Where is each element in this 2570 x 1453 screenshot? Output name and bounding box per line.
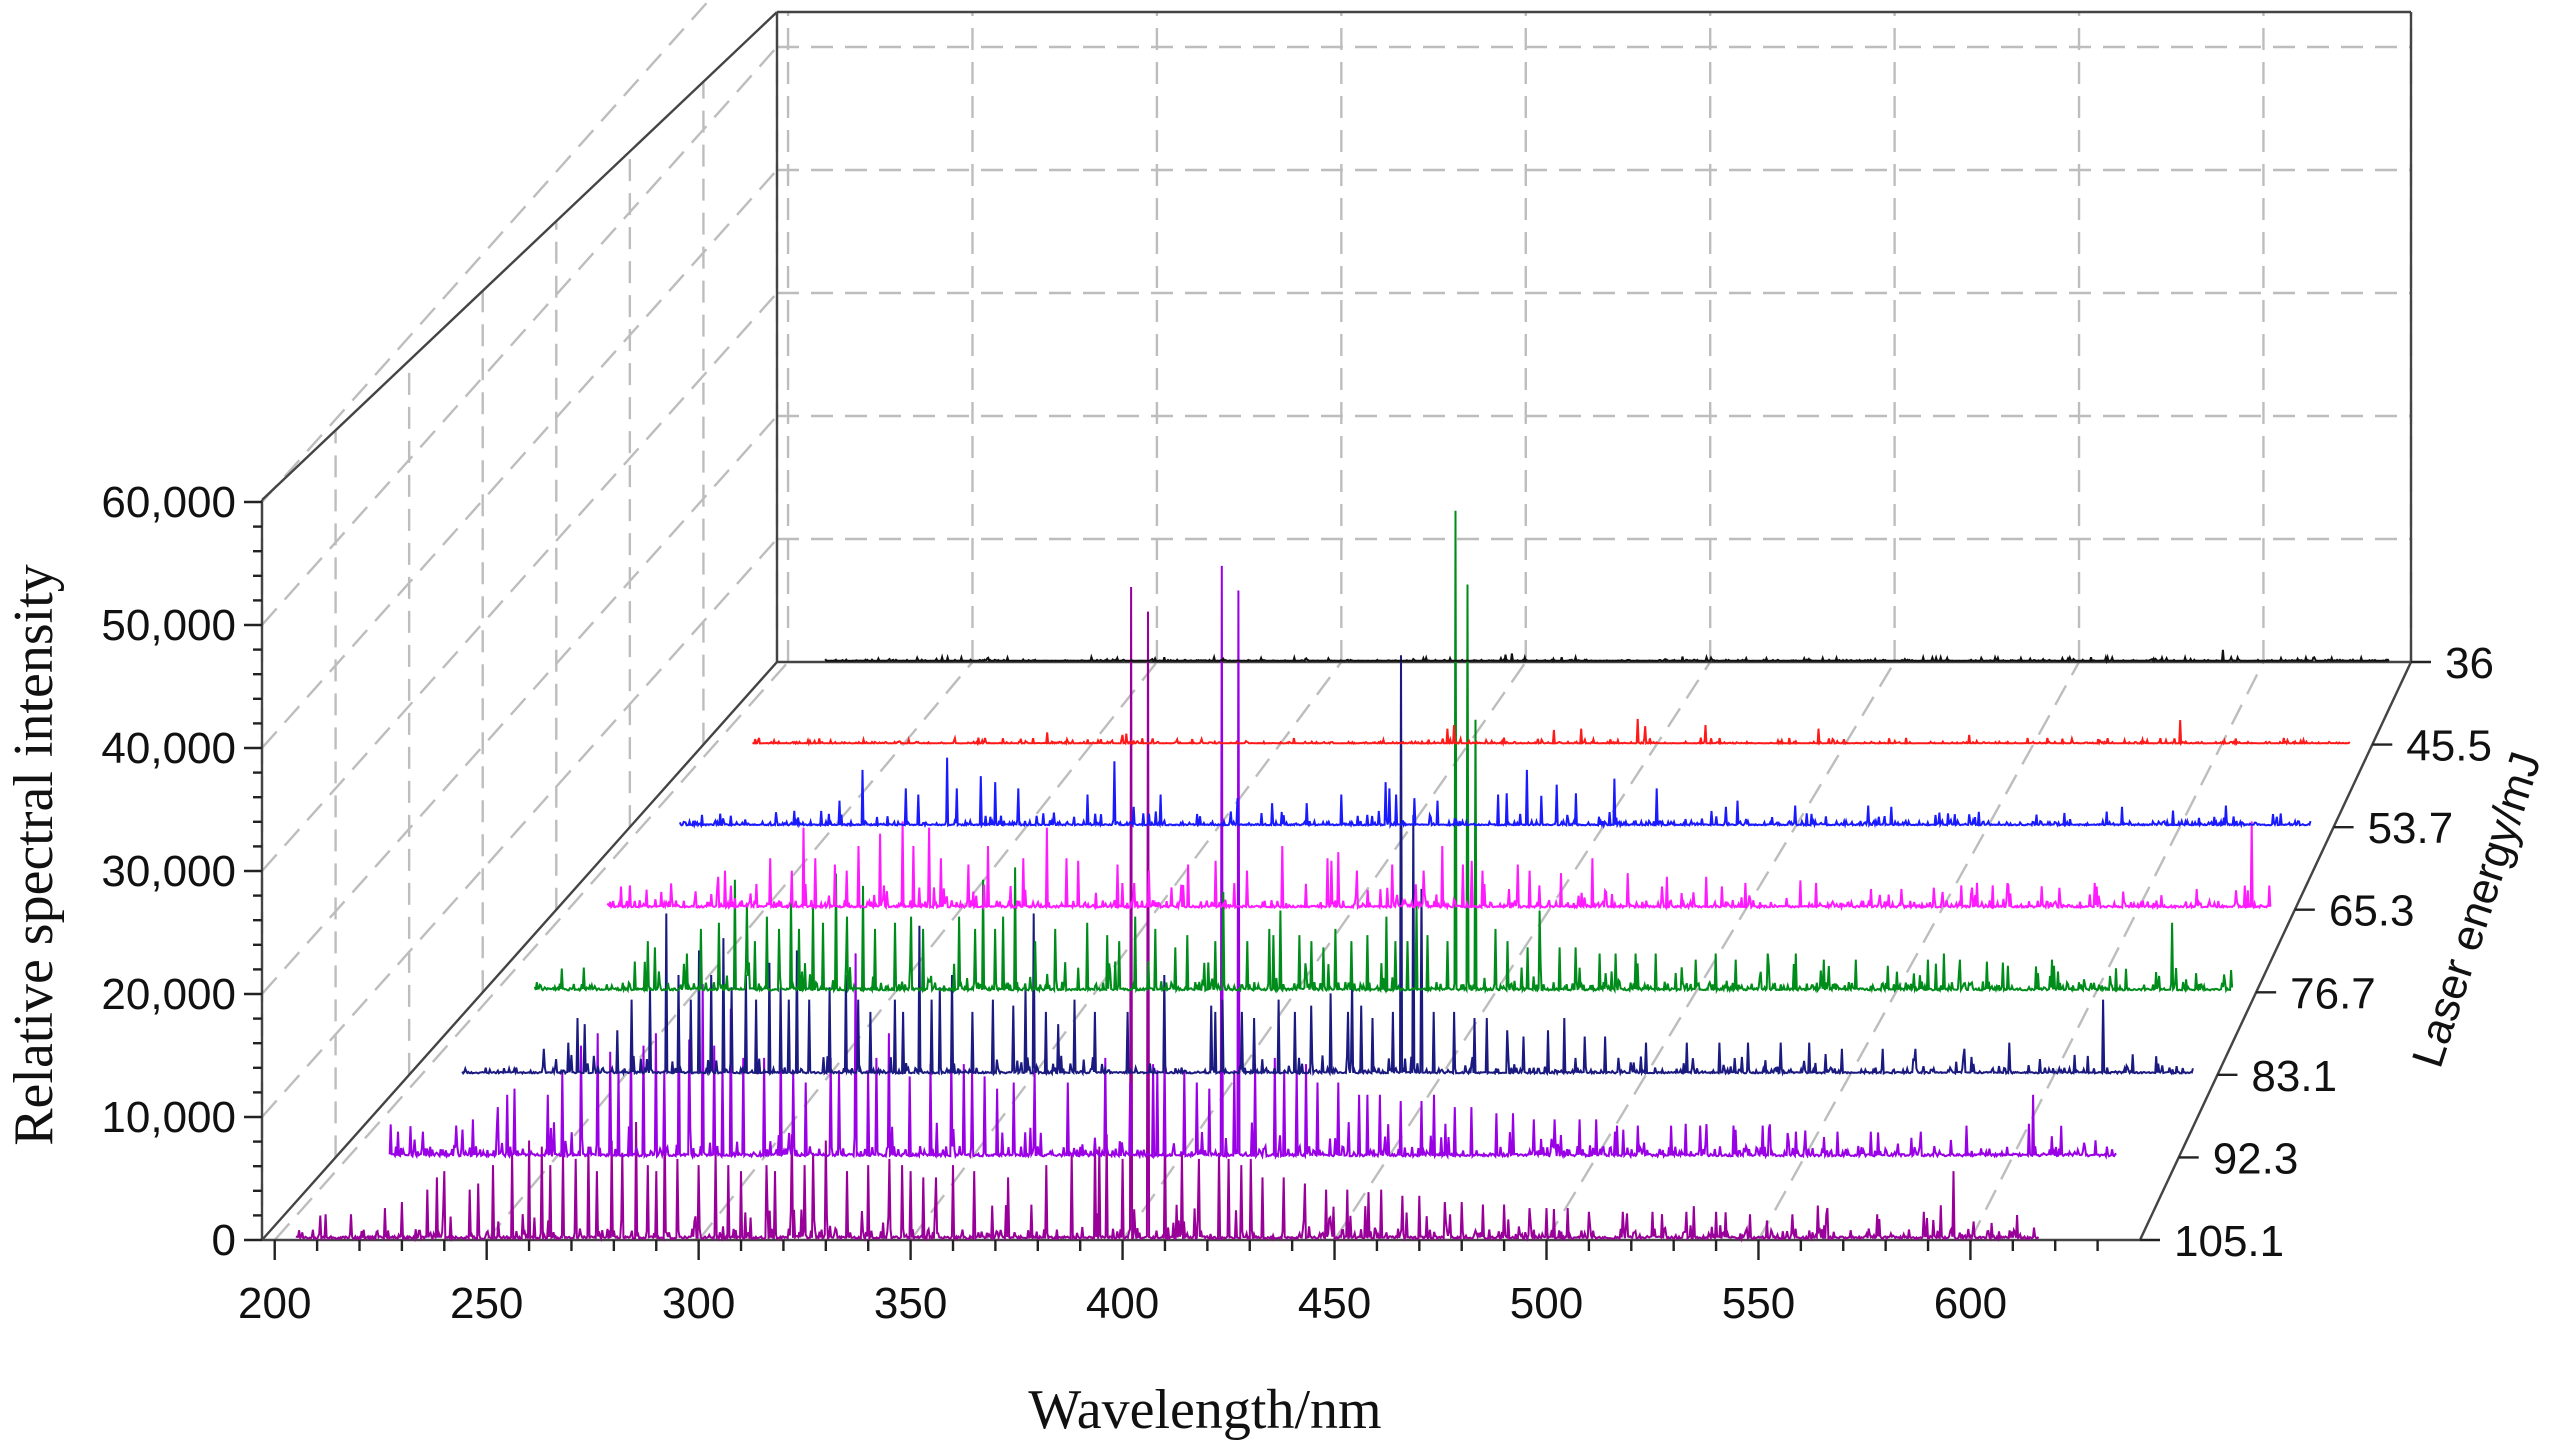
y-axis-title: Relative spectral intensity <box>3 564 65 1146</box>
series-line-45.5 <box>752 718 2351 747</box>
x-tick-label: 250 <box>450 1279 523 1328</box>
left-wall-hgrid <box>261 538 778 1118</box>
floor-grid <box>273 661 789 1241</box>
z-tick-label: 36 <box>2445 639 2494 688</box>
z-tick-label: 83.1 <box>2251 1052 2337 1101</box>
left-floor-edge <box>261 661 778 1241</box>
series-line-53.7 <box>678 757 2312 830</box>
left-wall-hgrid <box>261 292 778 872</box>
floor-grid <box>697 661 1158 1241</box>
z-tick-label: 53.7 <box>2368 804 2454 853</box>
x-tick-label: 450 <box>1298 1279 1371 1328</box>
labels-layer: 200 250 300 350 400 450 500 550 600 0 10,000 20,000… <box>101 478 2494 1328</box>
y-tick-label: 50,000 <box>101 601 236 650</box>
series-layer <box>295 510 2390 1243</box>
floor-grid <box>1757 661 2081 1241</box>
x-tick-label: 600 <box>1934 1279 2007 1328</box>
left-wall-hgrid <box>261 415 778 995</box>
y-tick-label: 60,000 <box>101 478 236 527</box>
x-tick-label: 350 <box>874 1279 947 1328</box>
right-floor-edge <box>2138 661 2413 1241</box>
y-tick-label: 20,000 <box>101 970 236 1019</box>
y-tick-label: 10,000 <box>101 1093 236 1142</box>
series-line-36 <box>824 649 2390 665</box>
z-tick-label: 45.5 <box>2406 722 2492 771</box>
floor-grid <box>909 661 1343 1241</box>
series-line-76.7 <box>533 510 2234 995</box>
left-top-edge <box>261 11 778 501</box>
x-tick-label: 550 <box>1722 1279 1795 1328</box>
z-tick-label: 92.3 <box>2213 1134 2299 1183</box>
floor-grid <box>485 661 974 1241</box>
floor-grid <box>1545 661 1896 1241</box>
y-tick-label: 30,000 <box>101 847 236 896</box>
y-tick-label: 40,000 <box>101 724 236 773</box>
z-tick-label: 65.3 <box>2329 887 2415 936</box>
x-axis-title: Wavelength/nm <box>1028 1379 1381 1441</box>
floor-grid <box>1333 661 1712 1241</box>
x-tick-label: 500 <box>1510 1279 1583 1328</box>
left-wall-hgrid <box>261 0 711 503</box>
z-tick-label: 76.7 <box>2290 969 2376 1018</box>
z-axis-title: Laser energy/mJ <box>2403 746 2551 1073</box>
series-line-65.3 <box>606 821 2272 912</box>
left-wall-hgrid <box>261 169 778 749</box>
x-tick-label: 300 <box>662 1279 735 1328</box>
series-line-92.3 <box>388 565 2117 1161</box>
floor-grid <box>1969 661 2265 1241</box>
ticks-layer <box>244 500 2431 1260</box>
left-wall-hgrid <box>261 46 778 626</box>
series-line-83.1 <box>461 655 2194 1077</box>
y-tick-label: 0 <box>212 1216 236 1265</box>
series-line-105.1 <box>295 586 2040 1243</box>
x-tick-label: 400 <box>1086 1279 1159 1328</box>
z-tick-label: 105.1 <box>2174 1217 2284 1266</box>
x-tick-label: 200 <box>238 1279 311 1328</box>
